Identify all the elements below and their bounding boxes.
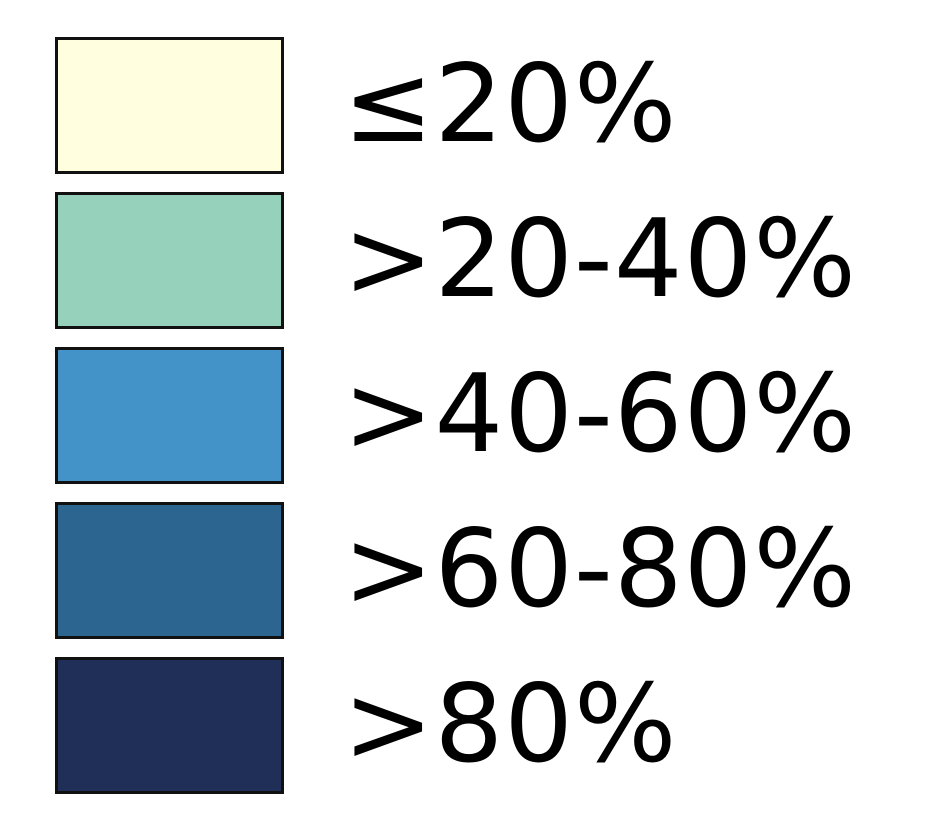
legend-swatch xyxy=(55,192,284,329)
legend-label: >60-80% xyxy=(343,507,857,632)
legend-swatch xyxy=(55,37,284,174)
legend-swatch xyxy=(55,347,284,484)
legend-label: >20-40% xyxy=(343,197,857,322)
legend-item: >80% xyxy=(0,657,936,794)
legend-label: >40-60% xyxy=(343,352,857,477)
legend-swatch xyxy=(55,502,284,639)
legend-item: >40-60% xyxy=(0,347,936,484)
legend-item: >60-80% xyxy=(0,502,936,639)
legend-item: ≤20% xyxy=(0,37,936,174)
legend-item: >20-40% xyxy=(0,192,936,329)
legend-label: ≤20% xyxy=(343,42,678,167)
legend-swatch xyxy=(55,657,284,794)
legend-label: >80% xyxy=(343,662,678,787)
